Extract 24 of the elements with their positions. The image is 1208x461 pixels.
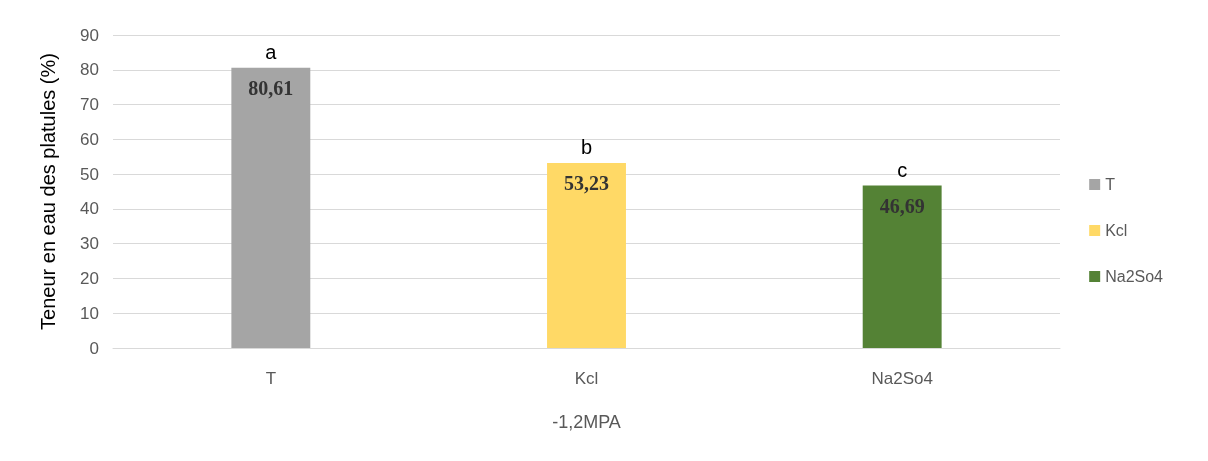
- data-label: 80,61: [248, 76, 294, 99]
- y-tick-label: 20: [80, 268, 99, 288]
- y-tick-label: 70: [80, 95, 99, 115]
- y-tick-label: 80: [80, 60, 99, 80]
- annotation: c: [897, 158, 908, 181]
- y-tick-label: 50: [80, 164, 99, 184]
- y-tick-label: 30: [80, 234, 99, 254]
- annotation: a: [265, 40, 278, 63]
- x-tick-label: Na2So4: [871, 369, 933, 388]
- x-axis-title: -1,2MPA: [552, 412, 621, 432]
- y-tick-label: 90: [80, 25, 99, 45]
- y-tick-label: 10: [80, 303, 99, 323]
- legend-label: Kcl: [1105, 222, 1128, 239]
- legend-label: Na2So4: [1105, 268, 1164, 285]
- y-tick-label: 40: [80, 199, 99, 219]
- y-tick-label: 60: [80, 129, 99, 149]
- x-tick-label: Kcl: [574, 369, 599, 388]
- y-tick-label: 0: [89, 338, 99, 358]
- data-label: 46,69: [879, 194, 925, 217]
- x-tick-label: T: [265, 369, 277, 388]
- annotation: b: [580, 135, 593, 158]
- data-label: 53,23: [564, 171, 609, 194]
- legend-label: T: [1105, 176, 1116, 193]
- y-axis-title: Teneur en eau des platules (%): [37, 53, 59, 330]
